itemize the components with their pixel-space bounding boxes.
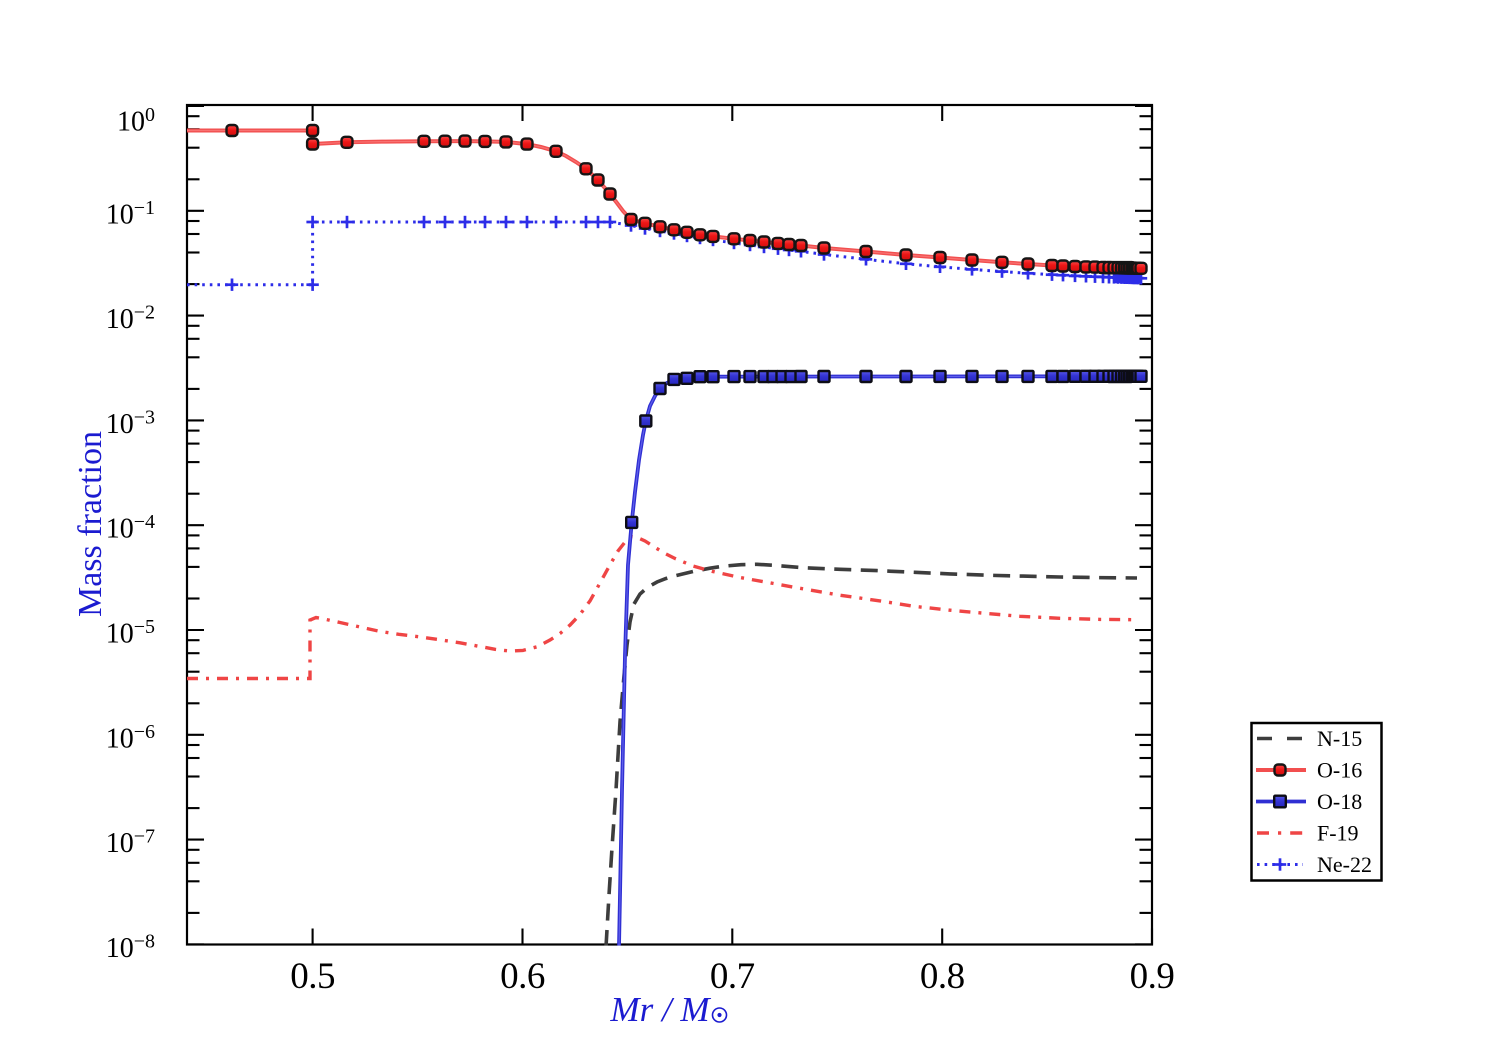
svg-text:0.7: 0.7 bbox=[710, 956, 755, 997]
svg-text:0.8: 0.8 bbox=[920, 956, 965, 997]
svg-text:0.9: 0.9 bbox=[1130, 956, 1175, 997]
svg-text:F-19: F-19 bbox=[1317, 820, 1359, 845]
svg-text:Mass fraction: Mass fraction bbox=[72, 431, 109, 617]
svg-text:10−3: 10−3 bbox=[106, 406, 155, 440]
svg-text:0.5: 0.5 bbox=[290, 956, 335, 997]
svg-text:N-15: N-15 bbox=[1317, 726, 1362, 751]
svg-text:O-16: O-16 bbox=[1317, 757, 1362, 782]
svg-text:Ne-22: Ne-22 bbox=[1317, 852, 1372, 877]
svg-text:0.6: 0.6 bbox=[500, 956, 545, 997]
svg-text:Mr / M: Mr / M bbox=[609, 990, 711, 1029]
svg-text:O-18: O-18 bbox=[1317, 789, 1362, 814]
